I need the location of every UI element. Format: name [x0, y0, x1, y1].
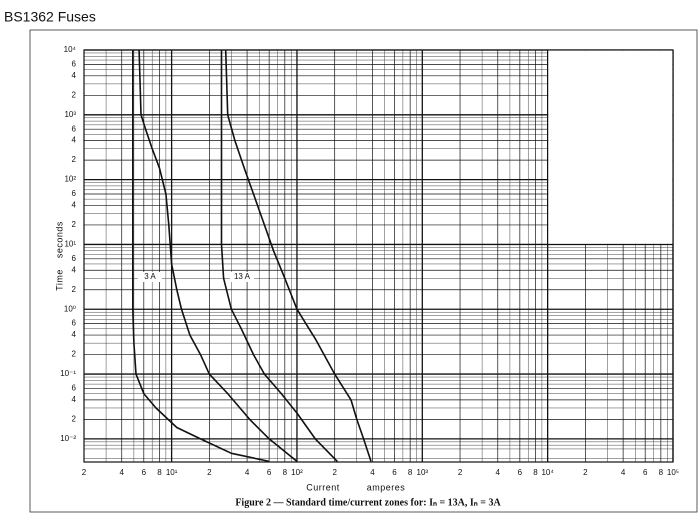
x-tick-label: 6 — [518, 468, 523, 477]
x-tick-label: 8 — [283, 468, 288, 477]
x-tick-label: 4 — [496, 468, 501, 477]
y-tick-label: 4 — [72, 201, 77, 210]
x-tick-label: 2 — [583, 468, 588, 477]
x-tick-label: 2 — [458, 468, 463, 477]
x-axis-unit: amperes — [367, 482, 406, 492]
y-tick-label: 2 — [72, 90, 77, 99]
fuse-curve — [138, 49, 298, 463]
grid: 2 4 6 8 10¹ 2 4 6 8 10² 2 4 6 8 10³ 2 4 6 8 10⁴ 2 4 6 8 10⁵10⁴64… — [60, 45, 679, 477]
y-tick-label: 4 — [72, 330, 77, 339]
fuse-curve — [224, 49, 372, 462]
x-tick-label: 8 — [533, 468, 538, 477]
frame — [29, 29, 698, 513]
x-tick-label: 8 — [157, 468, 162, 477]
y-tick-label: 6 — [72, 59, 77, 68]
y-tick-label: 6 — [72, 124, 77, 133]
blank-area — [548, 50, 673, 244]
x-tick-label: 4 — [245, 468, 250, 477]
y-tick-label: 10⁰ — [64, 304, 76, 313]
x-tick-label: 4 — [370, 468, 375, 477]
y-tick-label: 6 — [72, 189, 77, 198]
annotation: 3 A — [144, 272, 156, 281]
x-tick-label: 2 — [82, 468, 87, 477]
x-tick-label: 10³ — [417, 468, 429, 477]
y-tick-label: 10⁴ — [64, 45, 77, 54]
y-tick-label: 6 — [72, 319, 77, 328]
y-tick-label: 2 — [72, 220, 77, 229]
y-tick-label: 10² — [64, 175, 76, 184]
y-tick-label: 10⁻¹ — [60, 369, 76, 378]
y-tick-label: 2 — [72, 414, 77, 423]
x-tick-label: 4 — [120, 468, 125, 477]
annotation-bg — [138, 272, 162, 282]
caption: Figure 2 — Standard time/current zones f… — [235, 497, 501, 508]
annotation: 13 A — [234, 272, 251, 281]
x-tick-label: 8 — [408, 468, 413, 477]
y-tick-label: 6 — [72, 384, 77, 393]
annotation-bg — [230, 272, 254, 282]
plot: 3 A 13 A — [132, 49, 372, 463]
y-tick-label: 4 — [72, 395, 77, 404]
y-tick-label: 4 — [72, 136, 77, 145]
fuse-curve — [220, 50, 338, 462]
y-tick-label: 10⁻² — [60, 434, 76, 443]
fuse-curve — [132, 50, 270, 463]
x-tick-label: 6 — [392, 468, 397, 477]
x-tick-label: 6 — [643, 468, 648, 477]
y-tick-label: 10³ — [64, 110, 76, 119]
y-tick-label: 10¹ — [64, 240, 76, 249]
y-tick-label: 2 — [72, 285, 77, 294]
y-tick-label: 2 — [72, 350, 77, 359]
chart-title: BS1362 Fuses — [4, 9, 96, 25]
x-tick-label: 10¹ — [166, 468, 178, 477]
x-tick-label: 6 — [142, 468, 147, 477]
x-tick-label: 10⁴ — [541, 468, 554, 477]
x-axis-label: Current — [306, 482, 340, 492]
x-tick-label: 2 — [332, 468, 337, 477]
x-tick-label: 10² — [291, 468, 303, 477]
x-tick-label: 8 — [659, 468, 664, 477]
y-axis-label: Time seconds — [54, 221, 64, 291]
x-tick-label: 6 — [267, 468, 272, 477]
y-tick-label: 4 — [72, 71, 77, 80]
plot-border — [83, 49, 674, 463]
y-tick-label: 2 — [72, 155, 77, 164]
x-tick-label: 2 — [207, 468, 212, 477]
x-tick-label: 10⁵ — [667, 468, 679, 477]
y-tick-label: 6 — [72, 254, 77, 263]
y-tick-label: 4 — [72, 265, 77, 274]
x-tick-label: 4 — [621, 468, 626, 477]
